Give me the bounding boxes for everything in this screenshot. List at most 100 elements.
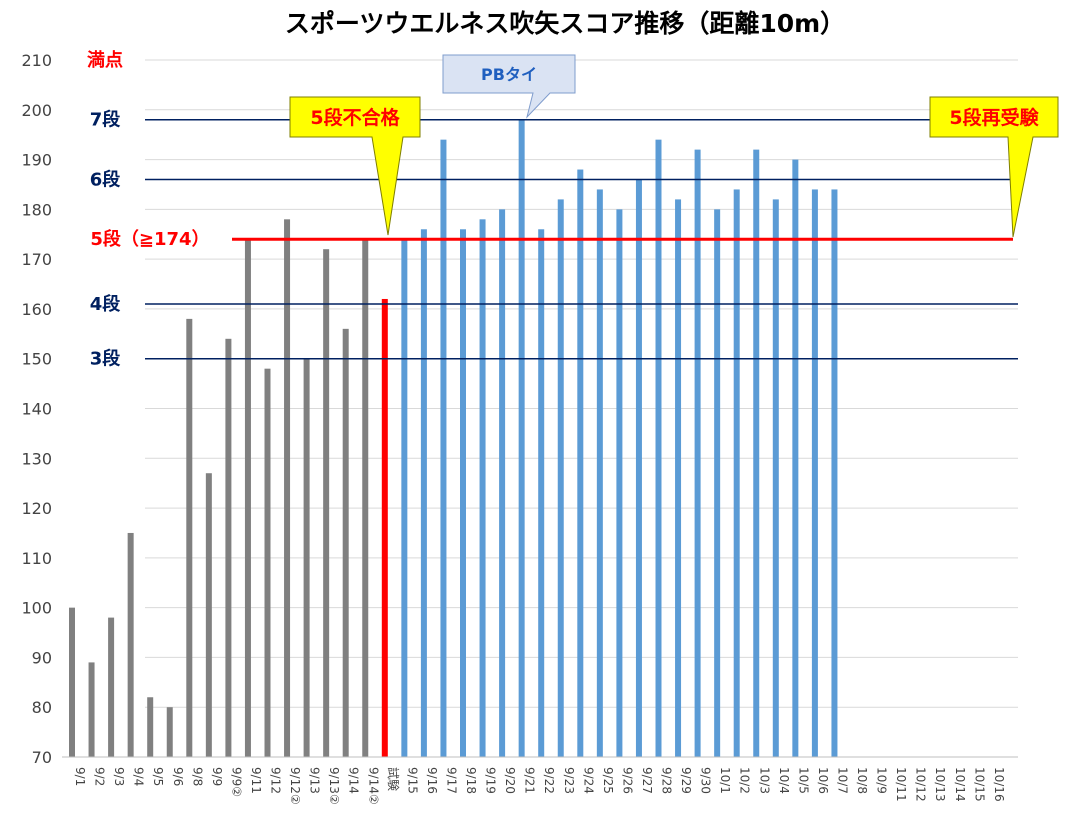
bar xyxy=(772,199,779,757)
callout-box xyxy=(289,96,421,236)
bar xyxy=(108,617,115,757)
x-tick-label: 10/16 xyxy=(992,767,1006,802)
x-tick-label: 9/13② xyxy=(327,767,341,805)
bar xyxy=(323,249,330,757)
callout-label: PBタイ xyxy=(481,65,537,84)
y-tick-label: 210 xyxy=(21,51,52,70)
x-tick-label: 9/1 xyxy=(73,767,87,786)
x-tick-label: 9/30 xyxy=(699,767,713,794)
x-tick-label: 9/8 xyxy=(190,767,204,786)
x-tick-label: 9/18 xyxy=(464,767,478,794)
x-tick-label: 10/11 xyxy=(894,767,908,802)
bar xyxy=(557,199,564,757)
x-tick-label: 9/28 xyxy=(660,767,674,794)
bar xyxy=(186,318,193,757)
bar xyxy=(460,229,466,757)
bar xyxy=(831,189,838,757)
x-tick-label: 9/6 xyxy=(171,767,185,786)
y-tick-label: 160 xyxy=(21,300,52,319)
x-tick-label: 10/14 xyxy=(953,767,967,802)
reference-label: 3段 xyxy=(90,348,122,370)
x-tick-label: 9/14② xyxy=(366,767,380,805)
callout-label: 5段再受験 xyxy=(949,106,1039,129)
x-tick-label: 10/8 xyxy=(855,767,869,794)
x-tick-label: 10/15 xyxy=(972,767,986,802)
callout-label: 5段不合格 xyxy=(310,106,400,129)
bar xyxy=(655,139,662,757)
bar xyxy=(284,219,291,758)
bar xyxy=(127,532,134,757)
bar xyxy=(225,338,232,757)
x-tick-label: 10/5 xyxy=(796,767,810,794)
x-tick-label: 9/9 xyxy=(210,767,224,786)
x-tick-label: 9/20 xyxy=(503,767,517,794)
bar xyxy=(714,209,721,757)
x-tick-label: 10/6 xyxy=(816,767,830,794)
x-tick-label: 9/13 xyxy=(308,767,322,794)
x-tick-label: 9/22 xyxy=(542,767,556,794)
y-tick-label: 120 xyxy=(21,499,52,518)
annotations: 5段不合格 5段再受験 PBタイ xyxy=(289,54,1059,238)
reference-label: 4段 xyxy=(90,293,122,315)
bar xyxy=(811,189,818,757)
x-tick-label: 9/19 xyxy=(484,767,498,794)
x-tick-label: 9/21 xyxy=(523,767,537,794)
x-tick-label: 9/5 xyxy=(151,767,165,786)
x-tick-label: 9/27 xyxy=(640,767,654,794)
bar xyxy=(675,199,682,757)
x-tick-label: 10/13 xyxy=(933,767,947,802)
y-tick-label: 110 xyxy=(21,549,52,568)
bar xyxy=(69,607,75,757)
bar xyxy=(264,368,271,757)
x-axis: 9/1 9/2 9/3 9/4 9/5 9/6 9/8 9/9 9/9② 9/11 9/12 9/12… xyxy=(62,756,1018,805)
bar xyxy=(362,239,369,757)
reference-label: 6段 xyxy=(90,168,122,190)
bar xyxy=(147,697,154,757)
x-tick-label: 10/12 xyxy=(914,767,928,802)
y-tick-label: 190 xyxy=(21,151,52,170)
bar xyxy=(303,358,310,757)
x-tick-label: 10/1 xyxy=(718,767,732,794)
bar xyxy=(499,209,506,757)
y-tick-label: 130 xyxy=(21,449,52,468)
bar xyxy=(753,149,760,758)
x-tick-label: 9/24 xyxy=(581,767,595,794)
x-tick-label: 10/2 xyxy=(738,767,752,794)
bar xyxy=(420,229,427,757)
y-tick-label: 140 xyxy=(21,400,52,419)
chart-title: スポーツウエルネス吹矢スコア推移（距離10m） xyxy=(285,9,845,38)
callout-box xyxy=(442,54,576,119)
x-tick-label: 9/9② xyxy=(229,767,243,797)
reference-label: 満点 xyxy=(87,49,123,71)
bar xyxy=(342,328,349,757)
bar xyxy=(733,189,740,757)
x-tick-label: 9/15 xyxy=(405,767,419,794)
y-tick-label: 180 xyxy=(21,200,52,219)
x-tick-label: 9/11 xyxy=(249,767,263,794)
x-tick-label: 試験 xyxy=(386,767,401,791)
bar xyxy=(244,239,251,757)
bar xyxy=(479,219,486,758)
y-tick-label: 170 xyxy=(21,250,52,269)
x-tick-label: 9/25 xyxy=(601,767,615,794)
bar xyxy=(577,169,584,757)
bars xyxy=(69,119,838,758)
x-tick-label: 9/29 xyxy=(679,767,693,794)
x-tick-label: 10/7 xyxy=(835,767,849,794)
x-tick-label: 9/16 xyxy=(425,767,439,794)
bar xyxy=(88,662,95,757)
reference-label: 7段 xyxy=(90,109,122,131)
x-tick-label: 9/12② xyxy=(288,767,302,805)
x-tick-label: 10/9 xyxy=(875,767,889,794)
y-axis: 70 80 90 100 110 120 130 140 150 160 170 180 190 200 2… xyxy=(21,51,52,767)
bar xyxy=(381,298,388,757)
y-tick-label: 200 xyxy=(21,101,52,120)
bar xyxy=(538,229,545,757)
bar xyxy=(635,179,642,757)
x-tick-label: 9/26 xyxy=(620,767,634,794)
bar xyxy=(616,209,623,757)
y-tick-label: 150 xyxy=(21,350,52,369)
bar xyxy=(401,239,408,757)
x-tick-label: 9/3 xyxy=(112,767,126,786)
